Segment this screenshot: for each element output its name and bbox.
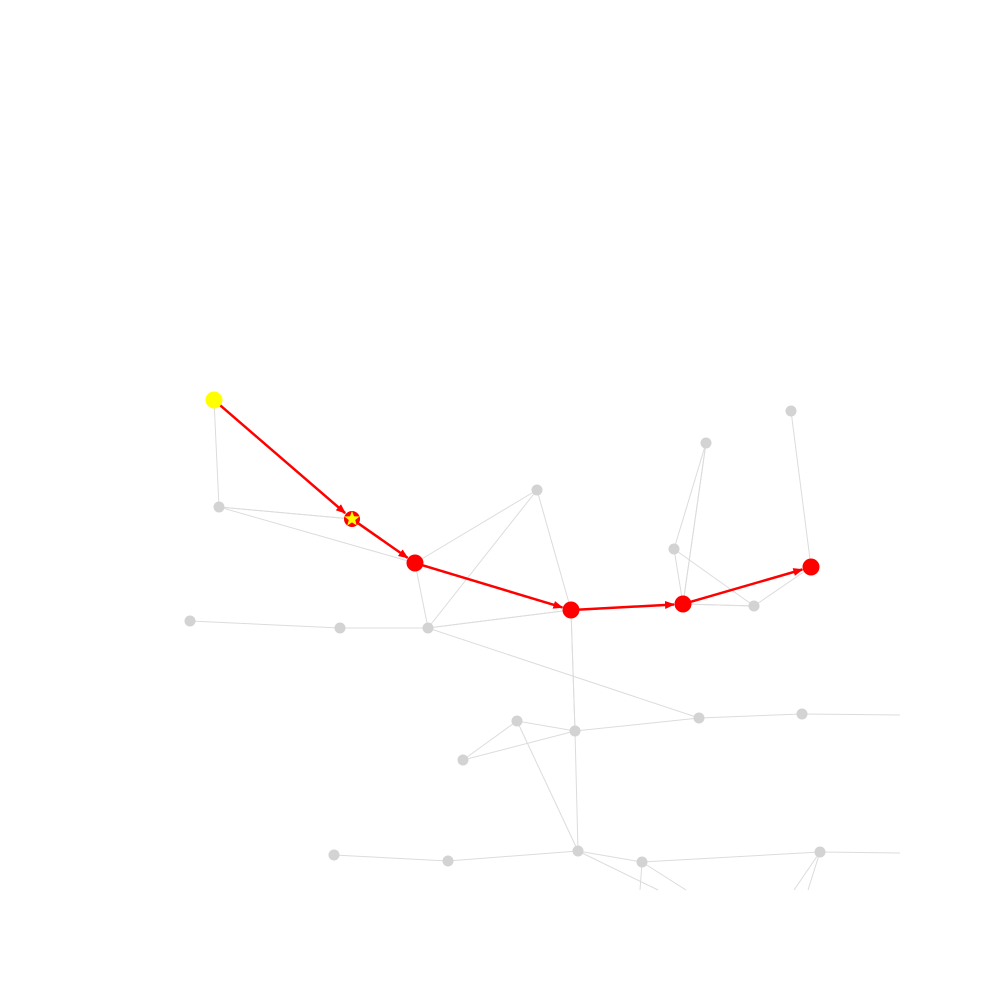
graph-node: [184, 615, 196, 627]
star-icon: [344, 511, 360, 526]
edge: [516, 720, 579, 852]
path-arrow: [219, 404, 347, 515]
edge: [807, 851, 821, 891]
nodes-layer: [184, 391, 826, 868]
graph-node: [748, 600, 760, 612]
graph-node: [569, 725, 581, 737]
edge: [682, 442, 707, 605]
path-arrow: [578, 600, 676, 611]
graph-node: [796, 708, 808, 720]
graph-node: [213, 501, 225, 513]
edge: [673, 548, 755, 607]
path-arrow: [357, 522, 409, 559]
edge: [462, 720, 518, 761]
graph-node: [531, 484, 543, 496]
edge: [427, 609, 572, 629]
edge: [462, 730, 576, 761]
graph-node: [814, 846, 826, 858]
edge: [673, 548, 684, 605]
graph-node: [785, 405, 797, 417]
edge: [790, 410, 812, 568]
path-arrow: [422, 564, 564, 609]
start-node: [205, 391, 223, 409]
graph-node: [511, 715, 523, 727]
edge: [641, 851, 821, 863]
edge: [793, 851, 821, 891]
graph-node: [334, 622, 346, 634]
path-node: [562, 601, 580, 619]
path-node: [802, 558, 820, 576]
graph-node: [700, 437, 712, 449]
edge: [570, 609, 576, 732]
edge: [753, 566, 812, 607]
edge: [447, 850, 579, 862]
graph-node: [422, 622, 434, 634]
edge: [819, 851, 901, 854]
path-arrow: [690, 568, 804, 603]
graph-node: [668, 543, 680, 555]
edges-layer: [189, 399, 821, 863]
edge: [577, 850, 643, 863]
edge: [427, 489, 538, 629]
graph-node: [442, 855, 454, 867]
edge: [673, 442, 707, 550]
edge: [801, 713, 901, 716]
extra-edges-layer: [218, 442, 901, 891]
edge: [577, 850, 659, 891]
edge: [682, 603, 755, 607]
edge: [333, 854, 449, 862]
edge: [641, 861, 687, 891]
edge: [516, 720, 576, 732]
graph-node: [457, 754, 469, 766]
edge: [698, 713, 803, 719]
edge: [414, 489, 538, 564]
edge: [189, 620, 341, 629]
edge: [574, 730, 579, 852]
graph-node: [572, 845, 584, 857]
edge: [536, 489, 572, 611]
edge: [218, 506, 416, 564]
graph-node: [636, 856, 648, 868]
graph-node: [328, 849, 340, 861]
path-node: [674, 595, 692, 613]
path-node: [406, 554, 424, 572]
path-layer: [219, 404, 804, 611]
graph-node: [693, 712, 705, 724]
edge: [414, 562, 429, 629]
edge: [213, 399, 220, 508]
edge: [427, 627, 700, 719]
edge: [218, 506, 353, 520]
edge: [574, 717, 700, 732]
